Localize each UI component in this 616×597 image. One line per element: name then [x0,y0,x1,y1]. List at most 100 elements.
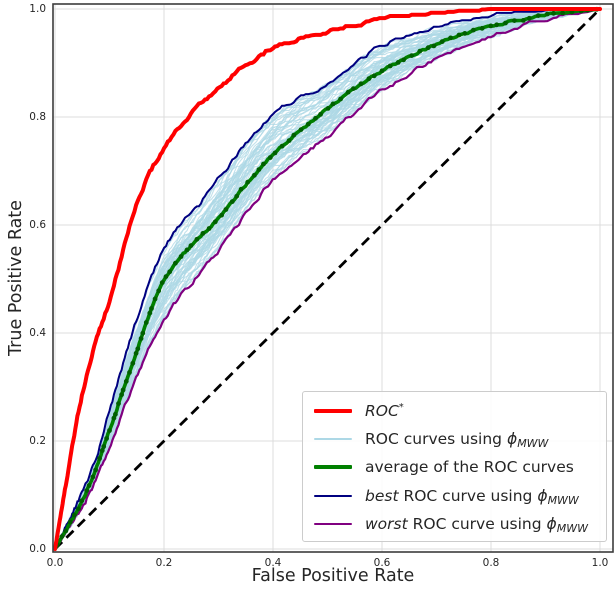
average-roc-marker-dot [63,528,69,534]
average-roc-marker-dot [86,483,92,488]
x-tick-label: 1.0 [591,557,609,569]
legend-item: best ROC curve using ϕMWW [303,482,606,510]
average-roc-marker-dot [417,48,423,54]
average-roc-marker-dot [551,10,556,16]
y-tick-label: 0.8 [29,111,46,123]
y-tick-label: 1.0 [29,3,46,15]
average-roc-marker-dot [409,53,415,58]
average-roc-marker-dot [219,212,225,218]
average-roc-marker-dot [371,73,377,79]
average-roc-marker-dot [313,115,318,121]
average-roc-marker-dot [401,57,406,63]
legend-item: worst ROC curve using ϕMWW [303,510,606,538]
average-roc-marker-dot [286,138,292,144]
average-roc-marker-dot [107,428,112,433]
average-roc-marker-dot [298,127,304,132]
legend-item: ROC* [303,397,606,425]
legend-line-sample [314,522,352,525]
legend-label: best ROC curve using ϕMWW [365,486,579,507]
average-roc-marker-dot [130,360,136,366]
legend-item: average of the ROC curves [303,453,606,481]
average-roc-marker-dot [512,18,517,23]
average-roc-marker-dot [325,106,331,111]
best-roc-curve [54,8,601,550]
x-axis-label: False Positive Rate [251,566,415,586]
average-roc-marker-dot [101,444,107,449]
legend-label: ROC curves using ϕMWW [365,430,549,451]
average-roc-marker-dot [93,467,98,473]
average-roc-marker-dot [366,76,372,82]
average-roc-marker-dot [111,415,117,421]
average-roc-marker-dot [194,236,200,242]
average-roc-marker-dot [439,39,445,44]
average-roc-marker-dot [167,269,173,275]
average-roc-marker-dot [123,378,129,384]
average-roc-marker-dot [261,161,266,167]
average-roc-marker-dot [156,288,162,294]
legend-label: average of the ROC curves [365,458,574,477]
average-roc-marker-dot [104,436,109,441]
average-roc-marker-dot [358,81,364,87]
legend-line-sample [314,494,352,497]
average-roc-marker-dot [345,89,351,95]
average-roc-marker-dot [494,22,500,28]
roc-star-curve [53,7,602,551]
average-roc-marker-dot [488,23,494,29]
average-roc-markers [55,6,600,548]
average-roc-marker-dot [184,247,190,253]
average-roc-marker-dot [76,506,81,512]
average-roc-marker-dot [90,474,96,480]
y-tick-label: 0.2 [29,435,46,447]
x-tick-label: 0.8 [482,557,500,569]
legend-item: ROC curves using ϕMWW [303,425,606,453]
legend-line-sample [314,438,352,441]
worst-roc-curve [53,7,602,551]
average-roc-marker-dot [84,488,90,493]
legend-label: worst ROC curve using ϕMWW [365,514,588,535]
average-roc-marker-dot [338,96,343,102]
grid-lines [53,4,613,552]
average-roc-marker-dot [425,45,431,51]
average-roc-marker-dot [229,199,235,205]
average-roc-marker-dot [318,111,323,117]
average-roc-marker-dot [351,86,356,91]
average-roc-marker-dot [147,310,153,316]
average-roc-marker-dot [279,143,285,149]
x-tick-label: 0.0 [46,557,64,569]
simulated-roc-curve [54,8,601,550]
legend-label: ROC* [365,401,404,421]
average-roc-marker-dot [234,193,240,199]
y-tick-label: 0.0 [29,543,46,555]
average-roc-marker-dot [133,350,139,356]
average-roc-marker-dot [431,43,437,49]
x-tick-label: 0.2 [155,557,173,569]
average-roc-marker-dot [188,243,194,249]
average-roc-marker-dot [119,392,124,398]
average-roc-marker-dot [99,448,105,453]
average-roc-marker-dot [206,226,212,231]
average-roc-marker-dot [67,519,73,525]
average-roc-marker-dot [503,20,508,26]
average-roc-marker-dot [143,320,149,325]
average-roc-marker-dot [163,274,169,279]
average-roc-marker-dot [59,534,65,540]
x-tick-label: 0.4 [264,557,282,569]
average-roc-marker-dot [520,18,526,23]
average-roc-marker-dot [560,10,566,16]
average-roc-marker-dot [272,150,278,156]
plot-frame [52,3,614,553]
y-tick-label: 0.4 [29,327,46,339]
average-roc-marker-dot [291,132,297,138]
average-roc-marker-dot [462,31,468,36]
average-roc-marker-dot [178,254,184,259]
average-roc-marker-dot [149,306,154,311]
average-roc-marker-dot [223,207,229,212]
legend: ROC* ROC curves using ϕMWW average of the … [302,391,607,542]
average-roc-marker-dot [535,13,541,18]
x-tick-label: 0.6 [373,557,391,569]
average-roc-marker-dot [479,25,485,31]
average-roc-marker-dot [245,179,251,185]
average-roc-marker-dot [267,155,273,160]
legend-line-sample [314,465,352,470]
average-roc-marker-dot [305,121,311,127]
